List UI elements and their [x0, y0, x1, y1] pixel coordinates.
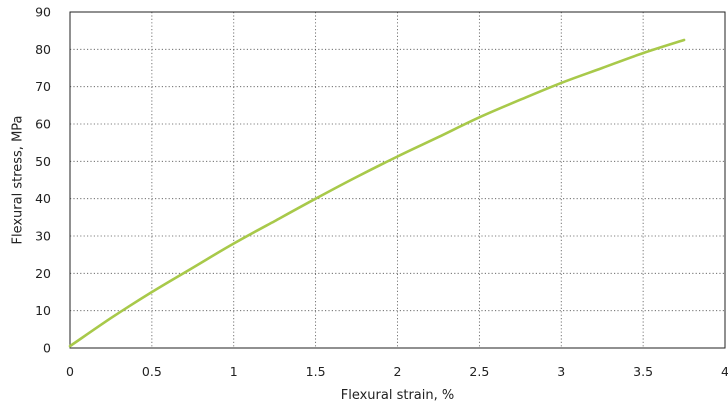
- x-tick-label: 2.5: [469, 364, 489, 379]
- y-axis-title: Flexural stress, MPa: [11, 115, 26, 244]
- y-tick-label: 90: [35, 5, 51, 20]
- y-tick-label: 80: [35, 42, 51, 57]
- x-tick-label: 0.5: [142, 364, 162, 379]
- x-tick-labels: 0 0.5 1 1.5 2 2.5 3 3.5 4: [66, 364, 728, 379]
- x-tick-label: 0: [66, 364, 74, 379]
- x-axis-title: Flexural strain, %: [341, 388, 455, 403]
- x-tick-label: 1.5: [306, 364, 326, 379]
- y-tick-label: 20: [35, 266, 51, 281]
- x-tick-label: 1: [230, 364, 238, 379]
- y-tick-label: 10: [35, 303, 51, 318]
- x-tick-label: 2: [394, 364, 402, 379]
- series-layer: [68, 38, 686, 348]
- x-tick-label: 3: [557, 364, 565, 379]
- x-tick-label: 4: [721, 364, 728, 379]
- series-line: [68, 38, 686, 348]
- y-tick-label: 40: [35, 191, 51, 206]
- grid: [70, 12, 725, 348]
- y-tick-label: 0: [43, 341, 51, 356]
- x-tick-label: 3.5: [633, 364, 653, 379]
- y-tick-label: 30: [35, 229, 51, 244]
- y-tick-label: 70: [35, 79, 51, 94]
- y-tick-labels: 0 10 20 30 40 50 60 70 80 90: [35, 5, 51, 356]
- y-tick-label: 50: [35, 154, 51, 169]
- y-tick-label: 60: [35, 117, 51, 132]
- plot-frame: [69, 11, 726, 349]
